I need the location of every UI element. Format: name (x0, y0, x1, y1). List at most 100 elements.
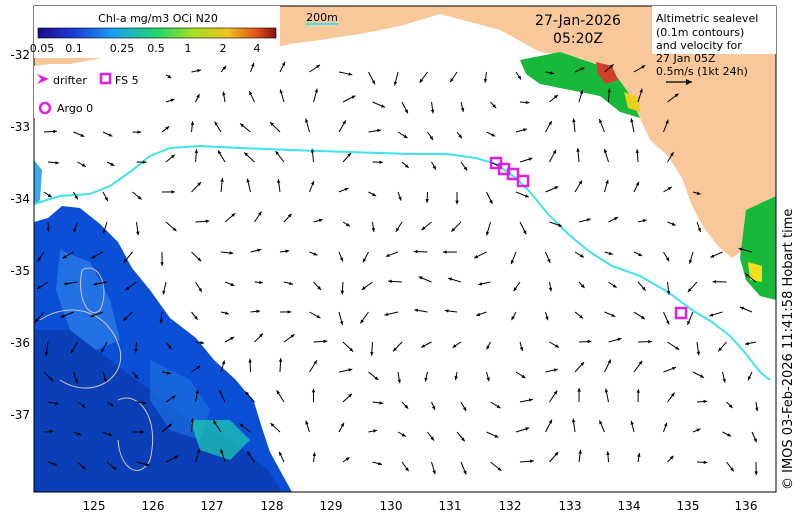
colorbar-tick: 4 (254, 42, 261, 55)
velocity-arrowhead (108, 432, 113, 437)
velocity-arrowhead (510, 260, 515, 265)
info-panel (652, 6, 776, 54)
velocity-arrowhead (197, 448, 201, 453)
colorbar-tick: 1 (185, 42, 192, 55)
velocity-arrowhead (638, 252, 643, 256)
velocity-arrowhead (245, 391, 249, 396)
velocity-arrowhead (603, 148, 608, 153)
velocity-arrowhead (712, 279, 717, 284)
velocity-arrowhead (248, 358, 252, 363)
x-tick-label: 132 (499, 499, 522, 513)
velocity-arrowhead (90, 313, 95, 318)
x-tick-label: 127 (201, 499, 224, 513)
velocity-arrowhead (553, 368, 558, 372)
velocity-arrowhead (313, 360, 318, 365)
velocity-arrowhead (727, 433, 732, 437)
velocity-arrowhead (167, 345, 172, 350)
velocity-arrowhead (62, 254, 67, 259)
velocity-arrowhead (696, 351, 701, 356)
velocity-arrowhead (46, 227, 51, 232)
velocity-arrowhead (142, 160, 147, 164)
velocity-arrows (34, 61, 759, 476)
velocity-arrowhead (270, 423, 275, 427)
velocity-arrowhead (753, 438, 757, 443)
fs-markers (489, 156, 688, 320)
velocity-arrowhead (344, 187, 349, 192)
velocity-arrowhead (339, 321, 344, 326)
velocity-arrowhead (474, 254, 479, 259)
velocity-arrowhead (276, 390, 280, 395)
velocity-arrowhead (517, 75, 522, 80)
info-line: (0.1m contours) (656, 26, 744, 39)
velocity-arrowhead (403, 134, 408, 139)
velocity-arrowhead (374, 376, 379, 380)
velocity-arrowhead (52, 462, 57, 466)
velocity-arrowhead (377, 128, 381, 133)
velocity-arrowhead (431, 405, 436, 410)
colorbar-title: Chl-a mg/m3 OCi N20 (98, 12, 218, 25)
velocity-arrowhead (339, 257, 344, 262)
info-line: Altimetric sealevel (656, 12, 758, 25)
fs-marker (506, 167, 520, 181)
velocity-arrowhead (108, 133, 113, 137)
velocity-arrowhead (528, 398, 533, 402)
velocity-arrowhead (285, 249, 290, 253)
velocity-arrowhead (674, 93, 679, 98)
velocity-arrowhead (47, 193, 52, 198)
velocity-arrowhead (371, 228, 376, 232)
velocity-arrowhead (554, 186, 559, 190)
velocity-arrowhead (528, 157, 533, 161)
velocity-arrowhead (214, 121, 218, 126)
velocity-arrowhead (224, 311, 229, 315)
velocity-arrowhead (576, 148, 580, 152)
velocity-arrowhead (607, 88, 611, 93)
velocity-arrowhead (413, 249, 418, 254)
velocity-arrowhead (195, 389, 199, 394)
y-tick-label: -34 (10, 192, 30, 206)
velocity-arrowhead (70, 349, 75, 354)
velocity-arrowhead (80, 133, 85, 137)
x-tick-label: 136 (735, 499, 758, 513)
velocity-arrowhead (384, 312, 389, 316)
info-line: 0.5m/s (1kt 24h) (656, 65, 748, 78)
velocity-arrowhead (196, 94, 200, 99)
velocity-arrowhead (448, 277, 453, 281)
velocity-arrowhead (496, 404, 501, 409)
velocity-arrowhead (554, 344, 559, 348)
velocity-arrowhead (432, 165, 436, 170)
velocity-arrowhead (136, 231, 140, 236)
legend: drifter FS 5 Argo 0 (34, 66, 166, 118)
velocity-arrowhead (586, 218, 591, 222)
velocity-arrowhead (404, 164, 409, 168)
velocity-arrowhead (687, 320, 691, 325)
velocity-arrowhead (220, 178, 224, 182)
velocity-arrowhead (525, 427, 530, 431)
velocity-arrowhead (198, 287, 202, 292)
colorbar-tick: 0.25 (110, 42, 135, 55)
velocity-arrowhead (279, 451, 283, 456)
velocity-arrowhead (718, 347, 722, 352)
velocity-arrowhead (489, 199, 493, 204)
velocity-arrowhead (728, 404, 733, 408)
velocity-arrowhead (548, 419, 552, 424)
velocity-arrowhead (605, 179, 609, 184)
velocity-arrowhead (342, 120, 346, 125)
velocity-arrowhead (604, 388, 609, 393)
velocity-arrowhead (577, 388, 581, 392)
velocity-arrowhead (697, 227, 701, 232)
velocity-arrowhead (318, 218, 323, 223)
velocity-arrowhead (579, 90, 584, 95)
velocity-arrowhead (229, 251, 234, 255)
chlorophyll-field (34, 160, 292, 492)
velocity-arrowhead (194, 149, 199, 154)
velocity-arrowhead (511, 316, 515, 321)
velocity-arrowhead (494, 434, 499, 438)
velocity-arrowhead (675, 346, 680, 350)
velocity-arrowhead (579, 254, 584, 258)
velocity-arrowhead (530, 459, 534, 463)
velocity-arrowhead (167, 371, 171, 375)
velocity-arrowhead (398, 196, 402, 201)
velocity-arrowhead (524, 194, 529, 198)
velocity-arrowhead (476, 312, 481, 317)
velocity-arrowhead (360, 319, 364, 324)
